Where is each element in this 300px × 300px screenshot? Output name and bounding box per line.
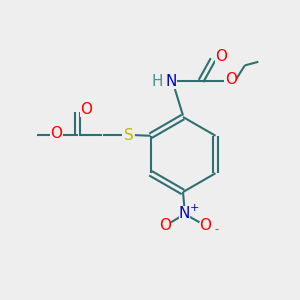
- Text: +: +: [189, 203, 199, 213]
- Text: -: -: [214, 224, 219, 234]
- Text: O: O: [80, 102, 92, 117]
- Text: O: O: [200, 218, 211, 233]
- Text: O: O: [225, 72, 237, 87]
- Text: N: N: [179, 206, 190, 220]
- Text: N: N: [165, 74, 177, 88]
- Text: H: H: [151, 74, 163, 88]
- Text: O: O: [159, 218, 171, 233]
- Text: O: O: [215, 49, 227, 64]
- Text: O: O: [50, 127, 62, 142]
- Text: S: S: [124, 128, 134, 143]
